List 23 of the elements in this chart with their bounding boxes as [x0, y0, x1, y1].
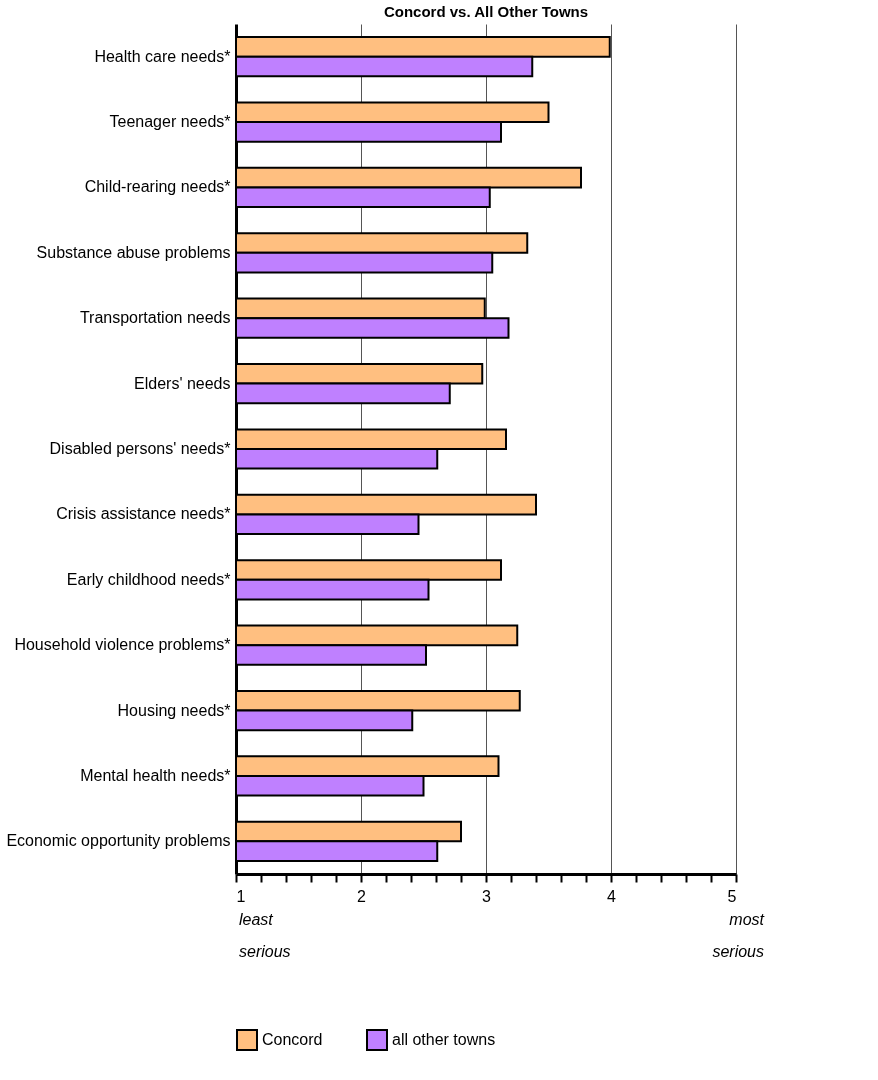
x-tick-label: 2: [357, 887, 367, 905]
y-tick-label: Child-rearing needs*: [84, 178, 231, 196]
y-tick-label: Disabled persons' needs*: [49, 440, 231, 457]
y-tick-label: Household violence problems*: [14, 636, 231, 654]
y-tick-label: Health care needs*: [94, 47, 231, 65]
legend-label: Concord: [262, 1031, 323, 1048]
y-tick-label: Teenager needs*: [109, 113, 231, 131]
y-tick-label: Substance abuse problems: [36, 243, 231, 261]
chart-title: Concord vs. All Other Towns: [383, 3, 589, 20]
x-tick-label: 4: [607, 887, 617, 905]
y-tick-label: Economic opportunity problems: [6, 832, 231, 850]
x-tick-label: 1: [236, 887, 246, 905]
y-tick-label: Early childhood needs*: [66, 570, 231, 588]
text: least serious: [239, 911, 291, 960]
y-tick-label: Elders' needs: [134, 374, 231, 392]
y-tick-label: Crisis assistance needs*: [56, 505, 231, 523]
x-tick-label: 5: [727, 887, 737, 905]
y-tick-label: Housing needs*: [117, 701, 231, 719]
y-tick-label: Transportation needs: [79, 309, 231, 327]
legend-label: all other towns: [392, 1031, 496, 1048]
x-tick-label: 3: [482, 887, 492, 905]
text: most serious: [712, 911, 765, 960]
y-tick-label: Mental health needs*: [80, 766, 231, 784]
